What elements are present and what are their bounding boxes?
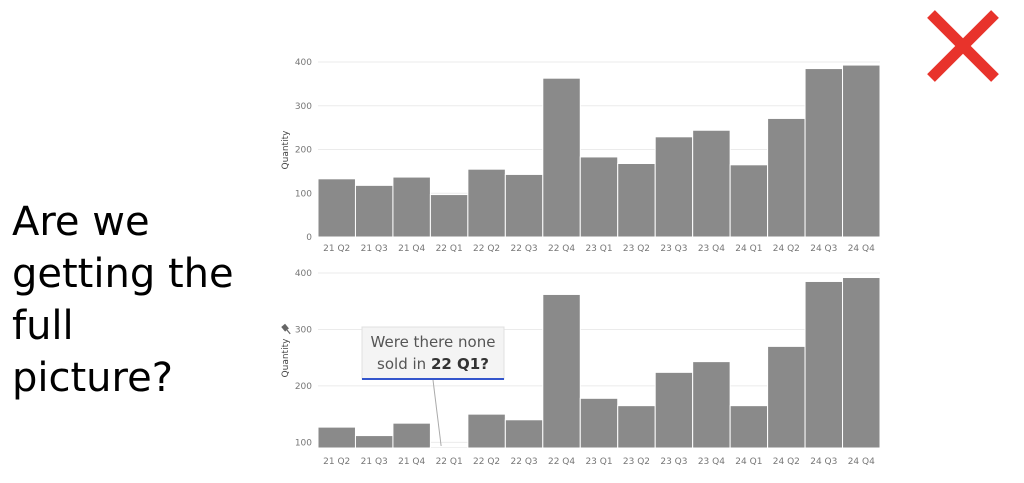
callout: Were there none sold in 22 Q1?: [361, 326, 505, 447]
y-tick-label: 0: [306, 233, 312, 243]
x-tick-label: 22 Q1: [436, 457, 463, 467]
bar: [729, 164, 769, 238]
bar: [317, 426, 356, 449]
y-tick-label: 300: [295, 102, 312, 112]
x-tick-label: 22 Q2: [473, 457, 500, 467]
bar: [429, 194, 469, 238]
pin-icon: [281, 323, 291, 335]
x-tick-label: 23 Q1: [585, 244, 612, 254]
bar: [767, 345, 806, 449]
bar-chart-1: 0 100 200 300 400 Quantity 21 Q2 21 Q3 21 Q4 22 Q…: [281, 58, 881, 254]
x-tick-label: 23 Q2: [623, 457, 650, 467]
bar: [654, 371, 694, 449]
x-tick-label: 23 Q3: [660, 457, 687, 467]
y-tick-label: 100: [295, 438, 312, 448]
y-tick-label: 100: [295, 189, 312, 199]
x-tick-label: 21 Q4: [398, 244, 425, 254]
x-tick-label: 24 Q1: [735, 457, 762, 467]
x-tick-label: 24 Q1: [735, 244, 762, 254]
x-tick-label: 24 Q2: [773, 244, 800, 254]
y-tick-label: 400: [295, 269, 312, 279]
cross-mark-icon: [927, 10, 999, 82]
x-tick-label: 22 Q4: [548, 457, 575, 467]
bar: [542, 77, 581, 238]
bar: [617, 405, 656, 449]
x-tick-label: 21 Q3: [361, 457, 388, 467]
bar: [617, 163, 656, 238]
x-tick-label: 24 Q4: [848, 457, 875, 467]
bar: [692, 129, 731, 238]
bar: [317, 178, 356, 238]
bar: [692, 361, 731, 449]
x-tick-label: 23 Q4: [698, 244, 725, 254]
bar: [504, 173, 544, 238]
x-tick-label: 24 Q3: [810, 457, 837, 467]
question-text: Are we getting the full picture?: [12, 196, 262, 404]
bar: [767, 117, 806, 238]
x-tick-label: 21 Q2: [323, 244, 350, 254]
question-line: Are we: [12, 199, 150, 245]
x-tick-label: 22 Q3: [511, 244, 538, 254]
bar: [804, 68, 844, 238]
bar: [842, 64, 881, 238]
y-axis-label: Quantity: [281, 338, 291, 378]
question-line: picture?: [12, 355, 173, 401]
bar: [392, 176, 431, 238]
bar: [654, 136, 694, 238]
y-axis-label: Quantity: [281, 130, 291, 170]
x-tick-label: 24 Q3: [810, 244, 837, 254]
bar: [542, 293, 581, 449]
callout-line-1: Were there none: [371, 333, 496, 351]
pin-needle: [286, 329, 291, 335]
bar-chart-2: 100 200 300 400 Quantity 21 Q2 21 Q3 21 Q4 22 Q1…: [281, 269, 881, 467]
x-tick-label: 22 Q2: [473, 244, 500, 254]
y-tick-label: 400: [295, 58, 312, 68]
callout-line-2-bold: 22 Q1?: [431, 355, 489, 373]
callout-leader: [432, 379, 442, 447]
x-tick-label: 23 Q3: [660, 244, 687, 254]
x-tick-label: 23 Q1: [585, 457, 612, 467]
x-tick-label: 23 Q4: [698, 457, 725, 467]
bar: [392, 422, 431, 449]
pin-head: [281, 323, 289, 332]
bar: [842, 277, 881, 449]
bar: [504, 419, 544, 449]
question-line: getting the: [12, 251, 234, 297]
callout-line-2: sold in 22 Q1?: [377, 355, 489, 373]
x-tick-label: 24 Q2: [773, 457, 800, 467]
bar: [467, 413, 506, 449]
bar: [579, 156, 619, 238]
x-tick-label: 23 Q2: [623, 244, 650, 254]
bar: [429, 446, 469, 449]
y-tick-label: 200: [295, 382, 312, 392]
x-tick-label: 21 Q3: [361, 244, 388, 254]
x-tick-label: 24 Q4: [848, 244, 875, 254]
bar: [354, 435, 394, 449]
callout-line-2-prefix: sold in: [377, 355, 431, 373]
x-tick-label: 21 Q2: [323, 457, 350, 467]
x-tick-label: 21 Q4: [398, 457, 425, 467]
y-tick-label: 200: [295, 146, 312, 156]
bar: [467, 168, 506, 238]
bar: [579, 397, 619, 449]
bar: [354, 184, 394, 238]
y-tick-label: 300: [295, 325, 312, 335]
callout-box: [361, 326, 505, 380]
x-tick-label: 22 Q3: [511, 457, 538, 467]
bar: [729, 405, 769, 449]
bar: [804, 280, 844, 449]
question-line: full: [12, 303, 74, 349]
x-tick-label: 22 Q1: [436, 244, 463, 254]
x-tick-label: 22 Q4: [548, 244, 575, 254]
